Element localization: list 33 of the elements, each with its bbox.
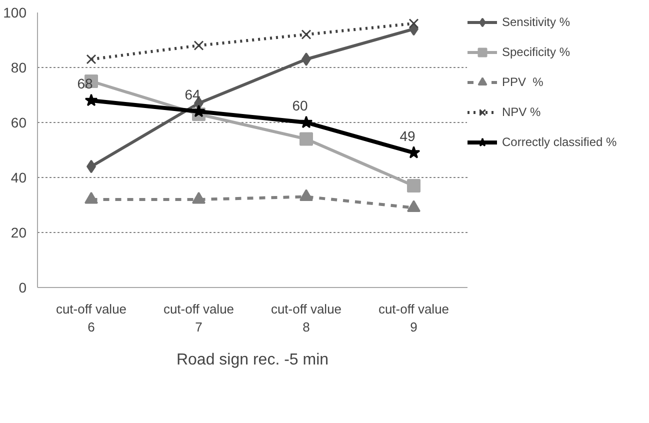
- point: [192, 192, 206, 204]
- y-tick-label: 60: [10, 114, 27, 130]
- x-tick-label: cut-off value 8: [270, 302, 342, 334]
- legend-label: Correctly classified %: [502, 135, 617, 149]
- y-tick-label: 40: [10, 170, 27, 186]
- legend-label: PPV %: [502, 75, 544, 89]
- point: [300, 189, 313, 201]
- data-label: 49: [400, 128, 416, 144]
- y-tick-label: 80: [10, 60, 27, 76]
- point: [84, 192, 98, 204]
- y-tick-label: 20: [10, 224, 27, 240]
- legend-label: NPV %: [502, 105, 541, 119]
- point: [407, 179, 420, 192]
- y-tick-label: 0: [18, 280, 27, 296]
- point: [407, 200, 420, 212]
- legend-label: Sensitivity %: [502, 15, 570, 29]
- point: [84, 94, 98, 106]
- point: [86, 54, 96, 64]
- point: [302, 52, 311, 66]
- point: [194, 40, 204, 50]
- data-label: 64: [184, 86, 201, 102]
- legend-label: Specificity %: [502, 45, 570, 59]
- point: [300, 132, 313, 146]
- y-tick-label: 100: [3, 4, 27, 20]
- point: [300, 116, 313, 128]
- point: [301, 30, 312, 40]
- x-tick-label: cut-off value 7: [163, 302, 234, 334]
- x-axis-title: Road sign rec. -5 min: [176, 352, 329, 368]
- x-tick-label: cut-off value 9: [378, 302, 450, 334]
- point: [192, 104, 206, 118]
- point: [408, 18, 419, 28]
- x-tick-label: cut-off value 6: [56, 302, 127, 334]
- data-label: 60: [292, 98, 308, 114]
